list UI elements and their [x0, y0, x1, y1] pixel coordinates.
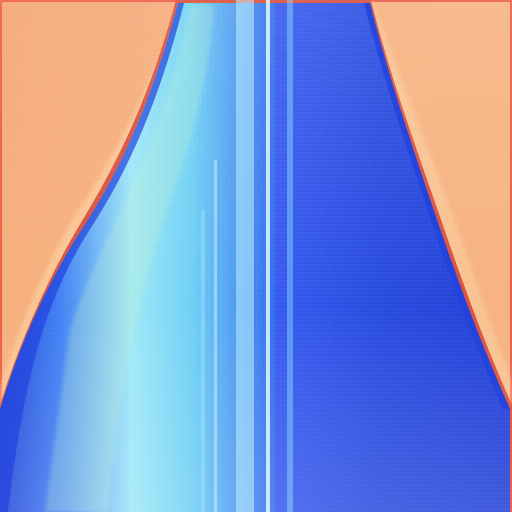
left-edge-deep-blue	[0, 3, 184, 512]
right-edge-deep-blue	[364, 3, 510, 409]
